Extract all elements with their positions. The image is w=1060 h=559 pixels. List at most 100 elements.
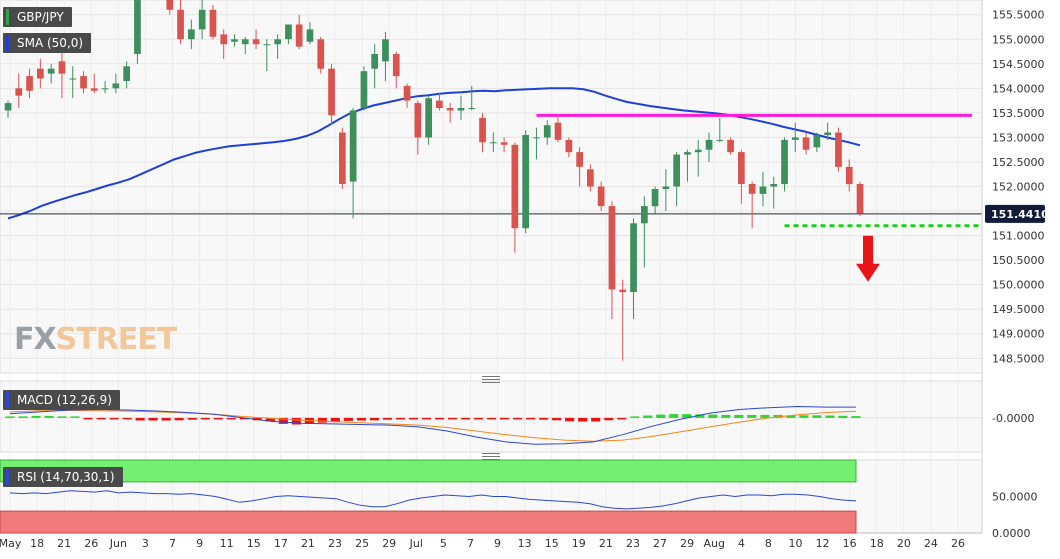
candle-body [856,184,864,214]
candle [533,127,540,160]
candle [134,0,141,64]
candle-body [392,54,400,77]
candle [15,73,23,108]
symbol-badge[interactable]: GBP/JPY [3,7,72,27]
macd-histogram-bar [5,416,15,418]
time-tick-label: 9 [196,537,203,550]
time-tick-label: Jul [409,537,423,550]
candle-body [490,142,497,144]
candle-body [209,9,217,37]
current-price-label: 151.4410 [991,208,1049,221]
candle-body [15,88,23,96]
macd-signal-line [9,409,857,442]
time-tick-label: Jun [109,537,127,550]
macd-histogram-bar [604,417,614,421]
macd-histogram-bar [526,417,536,420]
candle-body [457,108,465,111]
candle-body [716,139,724,141]
macd-histogram-bar [812,415,822,418]
candle [522,130,529,234]
symbol-color-swatch [6,9,9,25]
macd-badge[interactable]: MACD (12,26,9) [3,390,120,410]
candle [748,181,756,229]
time-tick-label: 7 [169,537,176,550]
macd-histogram-bar [356,417,366,421]
pane-resize-handle-macd[interactable] [482,376,500,383]
bearish-arrow-head [856,263,880,282]
sma-color-swatch [6,35,9,51]
macd-histogram-bar [435,417,445,420]
candle [608,201,616,320]
pane-resize-handle-rsi[interactable] [482,453,500,460]
candle-body [134,0,141,55]
time-tick-label: 19 [572,537,586,550]
macd-histogram-bar [617,417,627,420]
macd-histogram-bar [799,415,809,418]
candle [576,147,583,187]
candle-body [522,135,529,229]
time-tick-label: 15 [545,537,559,550]
price-tick-label: 154.0000 [992,82,1045,95]
candle [306,22,314,45]
rsi-oversold-zone [0,510,857,534]
current-price-tag [985,204,1045,223]
candle [295,14,303,50]
candle-body [112,83,120,89]
candle [662,169,670,212]
macd-histogram-bar [57,416,67,418]
macd-histogram-bar [643,415,653,418]
macd-histogram-bar [552,417,562,421]
candle-body [241,39,249,45]
candle-body [339,132,346,184]
candle [457,95,465,121]
candle [4,100,12,118]
candle-body [274,39,281,45]
macd-histogram-bar [591,417,601,422]
rsi-badge[interactable]: RSI (14,70,30,1) [3,467,123,487]
candle-body [468,108,476,109]
candle [37,58,44,89]
candle [641,196,648,268]
candle-body [802,137,810,150]
candle [824,122,831,140]
rsi-label: RSI (14,70,30,1) [17,470,115,484]
candle [511,142,519,253]
sma-badge[interactable]: SMA (50,0) [3,33,92,53]
time-tick-label: 27 [653,537,667,550]
time-tick-label: 5 [440,537,447,550]
macd-line [9,405,856,445]
time-tick-label: 12 [816,537,830,550]
macd-histogram-bar [695,414,705,418]
candle [554,115,562,143]
candle-body [349,110,357,182]
price-tick-label: 155.0000 [992,33,1045,46]
macd-histogram-bar [278,417,288,424]
macd-histogram-bar [122,417,132,420]
macd-histogram-bar [656,414,666,418]
time-tick-label: 25 [355,537,369,550]
price-tick-label: 155.5000 [992,9,1045,22]
candle [371,44,378,89]
macd-histogram-bar [96,417,106,420]
candle-body [554,122,562,140]
candle-body [295,24,303,47]
macd-histogram-bar [838,415,848,418]
macd-histogram-bar [565,417,575,422]
candle [425,95,432,145]
candle-body [781,139,788,185]
candle [382,31,389,81]
candle [479,112,486,153]
candle [738,149,745,204]
macd-histogram-bar [148,417,158,421]
candle-body [587,169,594,187]
time-tick-label: 11 [220,537,234,550]
macd-histogram-bar [395,417,405,420]
candle [69,66,77,99]
candle-body [791,137,799,140]
candle-body [576,152,583,167]
candle-body [759,186,767,194]
candle [587,164,594,192]
candle-body [403,85,411,101]
candle [26,68,33,99]
